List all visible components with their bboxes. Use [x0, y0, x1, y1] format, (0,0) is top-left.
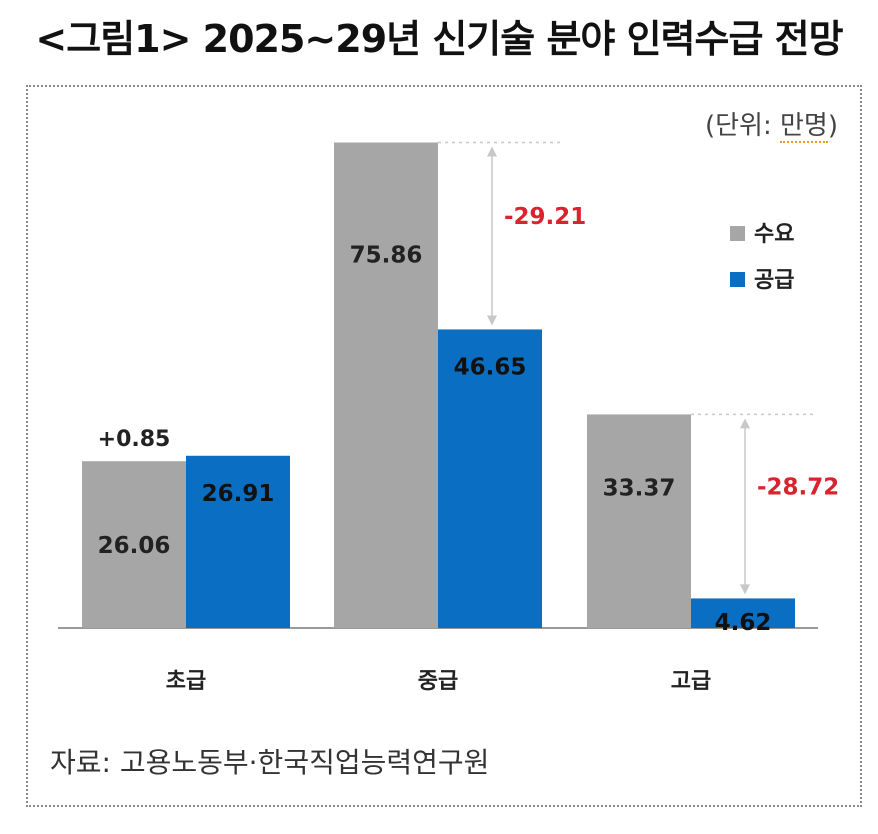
value-label-demand-2: 75.86 — [350, 242, 423, 268]
gap-arrow-head-bottom-2 — [487, 315, 497, 326]
value-label-supply-2: 46.65 — [454, 354, 527, 380]
value-label-supply-3: 4.62 — [715, 610, 772, 636]
gap-arrow-head-bottom-3 — [740, 584, 750, 595]
gap-arrow-head-top-3 — [740, 418, 750, 429]
legend-label-2: 공급 — [754, 268, 794, 293]
unit-label: (단위: 만명) — [704, 105, 838, 143]
bar-supply-2 — [438, 329, 542, 628]
bar-supply-3 — [691, 598, 795, 628]
chart-title: <그림1> 2025~29년 신기술 분야 인력수급 전망 — [35, 17, 843, 61]
value-label-demand-3: 33.37 — [603, 476, 676, 502]
gap-label-1: +0.85 — [98, 427, 171, 452]
bar-demand-2 — [334, 142, 438, 628]
source-note: 자료: 고용노동부·한국직업능력연구원 — [50, 746, 490, 779]
gap-label-2: -29.21 — [504, 204, 586, 230]
bar-demand-1 — [82, 461, 186, 628]
chart-frame: (단위: 만명) 자료: 고용노동부·한국직업능력연구원 — [26, 85, 862, 807]
category-label-3: 고급 — [671, 669, 711, 694]
value-label-demand-1: 26.06 — [98, 533, 171, 559]
legend-label-1: 수요 — [754, 222, 794, 247]
category-label-1: 초급 — [166, 669, 206, 694]
unit-word: 만명 — [780, 111, 828, 143]
legend-swatch-2 — [730, 272, 745, 287]
gap-label-3: -28.72 — [757, 474, 839, 500]
value-label-supply-1: 26.91 — [202, 481, 275, 507]
gap-arrow-head-top-2 — [487, 146, 497, 157]
bar-supply-1 — [186, 455, 290, 628]
bar-demand-3 — [587, 414, 691, 628]
category-label-2: 중급 — [418, 669, 458, 694]
unit-prefix: (단위: — [704, 111, 780, 141]
unit-suffix: ) — [827, 111, 838, 141]
legend-swatch-1 — [730, 226, 745, 241]
